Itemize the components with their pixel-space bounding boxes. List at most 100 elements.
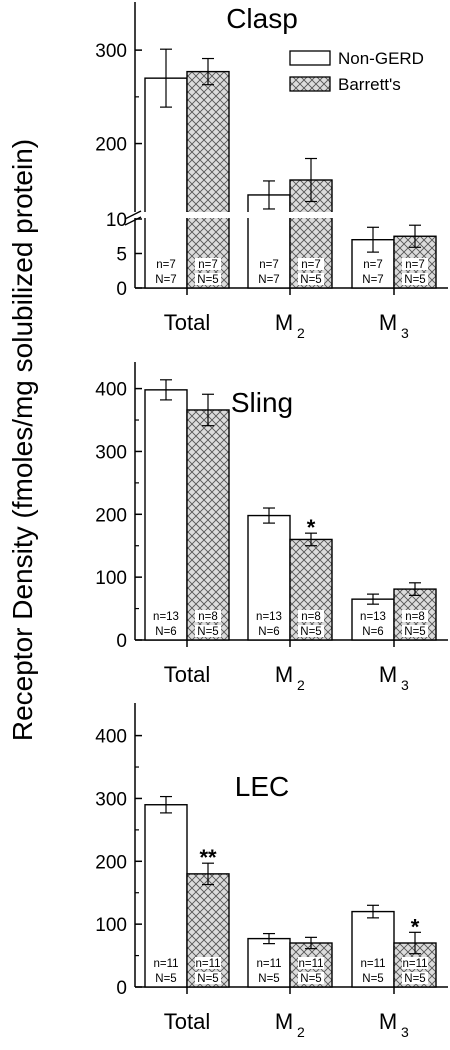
legend: Non-GERD Barrett's: [289, 49, 424, 94]
n-label: N=6: [362, 626, 383, 638]
n-label-bg: [298, 610, 324, 622]
category-label: M: [275, 1009, 293, 1034]
n-label: n=7: [363, 259, 383, 271]
y-tick-label: 300: [95, 789, 127, 810]
panel-clasp: Clasp 0 5 10 200 300 n=7 N=7 n=7 N=7 n=7 N=7 n=7 N=5 n…: [95, 2, 450, 341]
n-label: N=5: [155, 973, 176, 985]
n-label: N=5: [404, 274, 425, 286]
n-label-bg: [402, 957, 428, 969]
panel-title: LEC: [235, 771, 289, 802]
n-label: n=11: [153, 958, 178, 970]
n-label: n=11: [195, 958, 220, 970]
n-label-bg: [298, 258, 324, 270]
legend-label: Barrett's: [338, 75, 401, 94]
category-label: Total: [164, 1009, 210, 1034]
n-label-bg: [402, 258, 428, 270]
panel-sling: Sling 0 100 200 300 400 n=13 N=6 n=13 N=6 n=13 N=6 n…: [95, 362, 448, 693]
y-tick-label: 400: [95, 380, 127, 401]
y-tick-label: 200: [95, 135, 127, 156]
n-label-bg: [195, 610, 221, 622]
n-label-bg: [402, 273, 428, 285]
y-tick-label: 5: [116, 245, 127, 266]
n-label: n=8: [301, 611, 321, 623]
panel-title: Sling: [231, 387, 293, 418]
n-label: N=5: [197, 973, 218, 985]
n-label: N=6: [155, 626, 176, 638]
significance-marker: **: [199, 845, 217, 870]
bar-non-gerd: [144, 389, 188, 641]
n-label: N=5: [197, 626, 218, 638]
bar-non-gerd: [247, 194, 291, 289]
n-label: N=5: [404, 973, 425, 985]
n-label: n=13: [360, 611, 386, 623]
legend-swatch: [289, 50, 331, 66]
bar-barretts: [186, 70, 230, 289]
y-tick-label: 100: [95, 568, 127, 589]
n-label: n=13: [153, 611, 179, 623]
n-label: n=8: [198, 611, 218, 623]
y-tick-label: 100: [95, 915, 127, 936]
axis-break-mark: [124, 210, 142, 220]
category-subscript: 3: [401, 325, 409, 341]
y-tick-label: 300: [95, 442, 127, 463]
n-label-bg: [195, 957, 221, 969]
panel-lec: LEC 0 100 200 300 400 n=11 N=5 n=11 N=5 n=11 N=5 n=1…: [95, 703, 448, 1040]
n-label: n=13: [256, 611, 282, 623]
n-label: n=11: [256, 958, 281, 970]
n-label-bg: [195, 625, 221, 637]
n-label: N=5: [404, 626, 425, 638]
category-label: Total: [164, 310, 210, 335]
category-subscript: 3: [401, 1024, 409, 1040]
bar-non-gerd: [351, 598, 395, 641]
bar-barretts: [289, 538, 333, 641]
bar-non-gerd: [144, 77, 188, 289]
n-label: n=7: [259, 259, 279, 271]
category-label: M: [275, 310, 293, 335]
n-label: N=5: [300, 626, 321, 638]
category-label: M: [275, 662, 293, 687]
y-axis-label: Receptor Density (fmoles/mg solubilized …: [7, 139, 38, 741]
n-label: N=5: [300, 274, 321, 286]
y-tick-label: 300: [95, 41, 127, 62]
n-label: n=7: [156, 259, 176, 271]
y-tick-label: 400: [95, 727, 127, 748]
significance-marker: *: [411, 914, 420, 939]
n-label-bg: [402, 972, 428, 984]
n-label: N=6: [258, 626, 279, 638]
category-label: M: [379, 1009, 397, 1034]
y-tick-label: 200: [95, 505, 127, 526]
axis-break-gap: [127, 212, 450, 218]
legend-label: Non-GERD: [338, 49, 424, 68]
n-label: N=7: [155, 274, 176, 286]
bar-non-gerd: [247, 514, 291, 641]
n-label-bg: [195, 273, 221, 285]
n-label: N=7: [362, 274, 383, 286]
category-label: Total: [164, 662, 210, 687]
n-label: N=5: [300, 973, 321, 985]
bar-barretts: [186, 873, 230, 988]
category-label: M: [379, 662, 397, 687]
n-label-bg: [195, 258, 221, 270]
y-tick-label: 0: [116, 978, 127, 999]
n-label-bg: [402, 625, 428, 637]
n-label: N=5: [362, 973, 383, 985]
n-label-bg: [402, 610, 428, 622]
n-label-bg: [195, 972, 221, 984]
category-subscript: 2: [297, 1024, 305, 1040]
category-subscript: 2: [297, 677, 305, 693]
y-tick-label: 200: [95, 852, 127, 873]
category-label: M: [379, 310, 397, 335]
panel-title: Clasp: [226, 3, 298, 34]
legend-swatch: [289, 76, 331, 92]
y-tick-label: 0: [116, 279, 127, 300]
panels: Clasp0510200300n=7N=7n=7N=7n=7N=7n=7N=5n…: [95, 2, 450, 1040]
y-tick-label: 10: [106, 210, 127, 231]
n-label: N=5: [258, 973, 279, 985]
bar-barretts: [186, 409, 230, 641]
category-subscript: 2: [297, 325, 305, 341]
category-subscript: 3: [401, 677, 409, 693]
n-label-bg: [298, 972, 324, 984]
n-label-bg: [298, 957, 324, 969]
n-label: n=11: [298, 958, 323, 970]
